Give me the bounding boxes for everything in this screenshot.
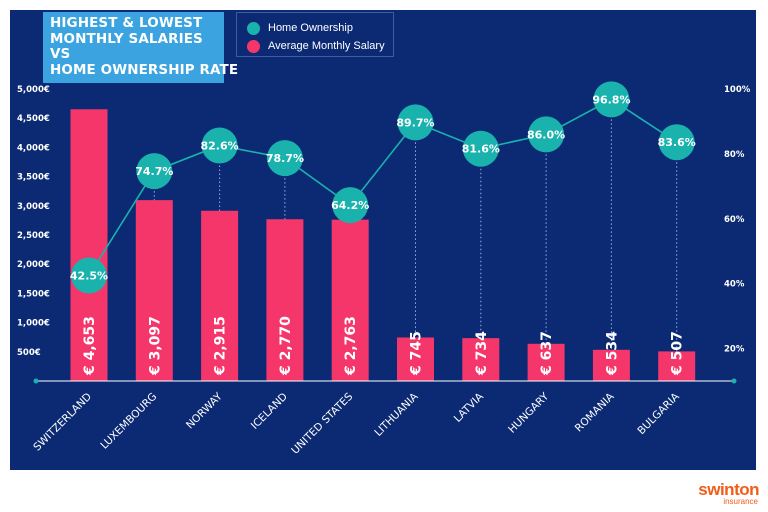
salary-bar: [592, 349, 630, 381]
title-line-1: HIGHEST & LOWEST: [50, 15, 203, 31]
ownership-point: [71, 257, 107, 294]
salary-value-label: € 734: [474, 331, 490, 376]
ownership-point: [397, 104, 434, 141]
salary-bar: [462, 338, 500, 381]
y-tick-label: 5,000€: [17, 85, 50, 95]
axis-end-dot-left: [33, 378, 39, 384]
salary-value-label: € 2,770: [278, 316, 294, 376]
salary-value-label: € 534: [604, 331, 620, 376]
ownership-value-label: 82.6%: [201, 139, 239, 152]
legend-ownership-swatch: [247, 21, 260, 35]
salary-value-label: € 637: [539, 331, 555, 376]
axis-end-dot-right: [731, 378, 737, 384]
title-line-2: MONTHLY SALARIES: [50, 30, 203, 47]
salary-bar: [397, 337, 434, 381]
y2-tick-label: 20%: [724, 345, 745, 355]
salary-value-label: € 3,097: [147, 316, 163, 376]
swinton-logo: swinton insurance: [687, 481, 759, 507]
ownership-point: [332, 187, 369, 224]
ownership-value-label: 78.7%: [266, 152, 304, 165]
ownership-point: [266, 140, 303, 177]
legend-salary-label: Average Monthly Salary: [268, 40, 385, 52]
salary-bar: [135, 200, 173, 381]
ownership-point: [136, 153, 173, 190]
salary-bar: [201, 210, 239, 381]
salary-bar: [70, 109, 108, 381]
salary-value-label: € 745: [409, 331, 425, 376]
ownership-point: [201, 127, 238, 164]
legend-salary-swatch: [247, 39, 260, 53]
ownership-value-label: 64.2%: [331, 199, 369, 212]
y-tick-label: 3,500€: [17, 173, 50, 183]
ownership-point: [593, 81, 630, 118]
legend: Home Ownership Average Monthly Salary: [236, 12, 394, 57]
salary-bar: [658, 351, 696, 381]
ownership-point: [658, 124, 695, 161]
y2-tick-label: 80%: [724, 150, 745, 160]
y-tick-label: 1,500€: [17, 289, 50, 299]
chart-title: HIGHEST & LOWEST MONTHLY SALARIES VS HOM…: [43, 12, 239, 83]
y-tick-label: 4,000€: [17, 143, 50, 153]
ownership-point: [528, 116, 565, 153]
y-tick-label: 500€: [17, 348, 41, 358]
ownership-value-label: 81.6%: [462, 143, 500, 156]
chart-background: [10, 10, 756, 470]
ownership-value-label: 83.6%: [658, 136, 696, 149]
salary-bar: [527, 343, 565, 381]
salary-value-label: € 507: [670, 331, 686, 376]
y2-tick-label: 40%: [724, 280, 745, 290]
ownership-value-label: 96.8%: [592, 93, 630, 106]
legend-ownership-label: Home Ownership: [268, 22, 353, 34]
legend-item-home-ownership: Home Ownership: [247, 21, 353, 35]
y-tick-label: 1,000€: [17, 319, 50, 329]
y2-tick-label: 60%: [724, 215, 745, 225]
y-tick-label: 2,000€: [17, 260, 50, 270]
salary-value-label: € 4,653: [82, 316, 98, 376]
ownership-value-label: 86.0%: [527, 128, 565, 141]
ownership-line: [88, 98, 678, 276]
y-tick-label: 2,500€: [17, 231, 50, 241]
salary-value-label: € 2,763: [343, 316, 359, 376]
salary-bar: [266, 219, 304, 381]
title-line-4: HOME OWNERSHIP RATE: [50, 61, 239, 78]
salary-bar: [331, 219, 369, 381]
title-line-3: VS: [50, 46, 71, 62]
brand-name: swinton: [698, 480, 759, 499]
y-tick-label: 3,000€: [17, 202, 50, 212]
y2-tick-label: 100%: [724, 85, 751, 95]
ownership-value-label: 89.7%: [396, 116, 434, 129]
legend-item-average-monthly-salary: Average Monthly Salary: [247, 39, 385, 53]
ownership-value-label: 74.7%: [135, 165, 173, 178]
ownership-point: [462, 130, 499, 167]
ownership-value-label: 42.5%: [70, 270, 108, 283]
y-tick-label: 4,500€: [17, 114, 50, 124]
brand-sub: insurance: [723, 497, 758, 506]
salary-value-label: € 2,915: [213, 316, 229, 376]
